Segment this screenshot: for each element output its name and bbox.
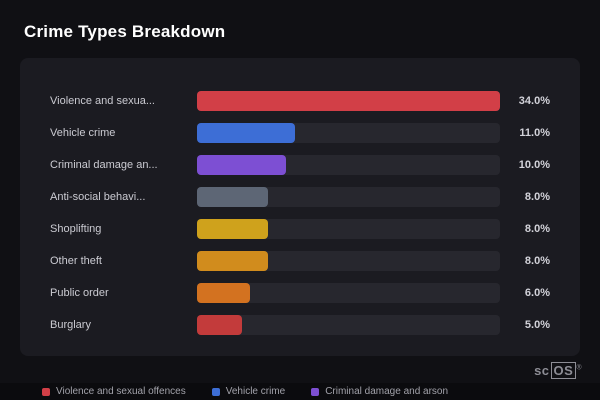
logo-text-os: OS	[550, 362, 577, 379]
bar-fill[interactable]	[197, 187, 269, 207]
chart-legend: Violence and sexual offences Vehicle cri…	[0, 383, 600, 400]
bar-row: Criminal damage an... 10.0%	[20, 149, 580, 181]
legend-item-vehicle-crime[interactable]: Vehicle crime	[211, 386, 286, 397]
legend-label: Violence and sexual offences	[56, 386, 186, 397]
bar-track	[197, 219, 500, 239]
category-label: Violence and sexua...	[50, 95, 155, 107]
bar-track	[197, 251, 500, 271]
category-label: Criminal damage an...	[50, 159, 158, 171]
value-label: 11.0%	[519, 127, 550, 139]
bar-row: Anti-social behavi... 8.0%	[20, 181, 580, 213]
registered-mark: ®	[576, 364, 582, 372]
bar-row: Public order 6.0%	[20, 277, 580, 309]
bar-track	[197, 187, 500, 207]
bar-row: Burglary 5.0%	[20, 309, 580, 341]
value-label: 8.0%	[524, 223, 550, 235]
bar-track	[197, 91, 500, 111]
bar-track	[197, 283, 500, 303]
bar-fill[interactable]	[197, 251, 269, 271]
value-label: 34.0%	[518, 95, 550, 107]
bar-row: Other theft 8.0%	[20, 245, 580, 277]
bar-track	[197, 123, 500, 143]
legend-swatch-criminal-damage	[311, 387, 320, 396]
legend-item-criminal-damage[interactable]: Criminal damage and arson	[311, 386, 448, 397]
category-label: Vehicle crime	[50, 127, 116, 139]
category-label: Burglary	[50, 319, 91, 331]
category-label: Shoplifting	[50, 223, 102, 235]
category-label: Public order	[50, 287, 109, 299]
chart-panel: Violence and sexua... 34.0% Vehicle crim…	[20, 58, 580, 356]
category-label: Other theft	[50, 255, 102, 267]
bar-fill[interactable]	[197, 155, 287, 175]
bar-fill[interactable]	[197, 123, 296, 143]
page-title: Crime Types Breakdown	[24, 22, 226, 41]
bar-row: Violence and sexua... 34.0%	[20, 85, 580, 117]
bar-row: Shoplifting 8.0%	[20, 213, 580, 245]
legend-item-violence[interactable]: Violence and sexual offences	[42, 386, 186, 397]
value-label: 6.0%	[524, 287, 550, 299]
value-label: 10.0%	[518, 159, 550, 171]
legend-swatch-violence	[42, 387, 50, 396]
value-label: 8.0%	[524, 191, 550, 203]
category-label: Anti-social behavi...	[50, 191, 146, 203]
bar-fill[interactable]	[197, 91, 500, 111]
value-label: 5.0%	[524, 319, 550, 331]
bar-track	[197, 155, 500, 175]
bar-track	[197, 315, 500, 335]
bar-fill[interactable]	[197, 315, 242, 335]
scos-logo: sc OS ®	[534, 362, 582, 379]
legend-label: Criminal damage and arson	[325, 386, 449, 397]
bar-row: Vehicle crime 11.0%	[20, 117, 580, 149]
logo-text-sc: sc	[534, 363, 550, 378]
bar-fill[interactable]	[197, 219, 269, 239]
bar-fill[interactable]	[197, 283, 251, 303]
value-label: 8.0%	[524, 255, 550, 267]
legend-swatch-vehicle-crime	[211, 387, 220, 396]
legend-label: Vehicle crime	[225, 386, 286, 397]
